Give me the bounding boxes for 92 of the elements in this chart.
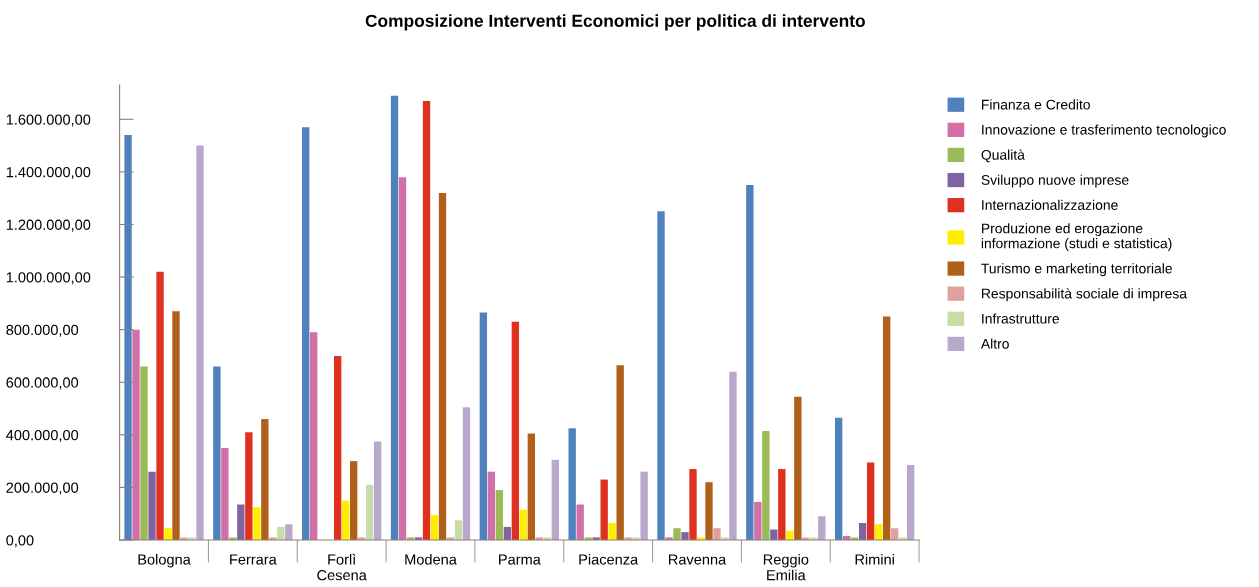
bar	[373, 441, 382, 541]
bar	[600, 479, 608, 541]
bar	[906, 465, 915, 541]
bar	[835, 417, 843, 541]
y-tick-label: 400.000,00	[6, 429, 79, 443]
x-tick-label: Ravenna	[669, 554, 727, 565]
bar	[746, 185, 754, 541]
y-tick-label: 0,00	[6, 535, 34, 548]
bar	[713, 528, 721, 541]
bar	[196, 145, 204, 541]
bar	[527, 433, 536, 541]
bar	[551, 459, 559, 541]
bar	[390, 95, 399, 541]
bar	[681, 532, 689, 541]
bar	[253, 507, 261, 541]
bar	[430, 515, 439, 541]
bar	[519, 509, 528, 541]
legend-label: Qualità	[981, 149, 1025, 163]
bar	[132, 329, 140, 541]
bar	[148, 471, 156, 541]
bar	[705, 482, 713, 541]
bar	[245, 432, 253, 541]
y-tick-label: 800.000,00	[6, 324, 79, 337]
x-tick-label: Forlì Cesena	[317, 553, 367, 581]
bar	[786, 530, 794, 541]
x-tick-label: Reggio Emilia	[763, 553, 809, 581]
bar	[365, 484, 374, 541]
legend-label: Sviluppo nuove imprese	[981, 174, 1129, 188]
y-tick-label: 1.200.000,00	[6, 219, 91, 232]
bar	[342, 500, 350, 541]
bar	[794, 396, 802, 541]
y-tick-label: 1.600.000,00	[6, 114, 91, 127]
x-tick-label: Rimini	[855, 553, 894, 565]
bar	[398, 177, 407, 541]
x-tick-label: Ferrara	[230, 554, 277, 565]
legend-label: Responsabilità sociale di impresa	[982, 288, 1188, 302]
bar	[213, 366, 221, 541]
legend-label: Turismo e marketing territoriale	[981, 263, 1172, 277]
bar	[285, 524, 293, 541]
bar	[689, 469, 697, 541]
bar	[124, 135, 132, 541]
bar	[729, 371, 737, 541]
y-tick-label: 200.000,00	[6, 482, 79, 495]
y-tick-label: 1.000.000,00	[6, 272, 91, 285]
bar	[479, 312, 488, 541]
bar	[221, 448, 229, 541]
bar	[487, 471, 496, 541]
bar	[576, 504, 584, 541]
bar	[770, 529, 778, 541]
bar	[462, 407, 471, 541]
bar	[495, 490, 504, 541]
bar	[310, 332, 318, 541]
legend-label: Altro	[980, 338, 1009, 349]
legend-label: Internazionalizzazione	[982, 199, 1118, 210]
bar	[754, 501, 762, 541]
bar	[818, 516, 826, 541]
x-tick-label: Piacenza	[579, 553, 639, 565]
bar	[349, 461, 358, 541]
bar	[140, 366, 148, 541]
legend-label: Innovazione e trasferimento tecnologico	[982, 124, 1226, 138]
bar	[156, 271, 164, 541]
legend-label: Produzione ed erogazione informazione (studi e statistica)	[981, 223, 1172, 252]
bar	[882, 316, 891, 541]
bar	[172, 311, 180, 541]
bar	[657, 211, 665, 541]
bar	[334, 355, 342, 541]
bar	[866, 462, 875, 541]
bar	[762, 430, 770, 541]
y-tick-label: 600.000,00	[6, 377, 79, 390]
bar	[237, 504, 245, 541]
bar	[422, 100, 431, 541]
bar	[302, 127, 310, 541]
bar	[568, 428, 576, 541]
x-tick-label: Parma	[499, 554, 541, 565]
bar	[874, 524, 883, 541]
x-tick-label: Bologna	[138, 553, 191, 568]
chart-title: Composizione Interventi Economici per politica di intervento	[365, 14, 865, 31]
bar	[616, 365, 624, 541]
x-tick-label: Modena	[405, 553, 457, 565]
bar	[778, 469, 786, 541]
bar	[277, 526, 285, 541]
bar	[608, 522, 616, 541]
bar	[640, 471, 648, 541]
bar	[164, 528, 172, 541]
bar	[511, 321, 520, 541]
legend-label: Finanza e Credito	[982, 99, 1090, 110]
bar	[438, 192, 447, 541]
bar	[673, 528, 681, 541]
legend-label: Infrastrutture	[982, 313, 1060, 324]
y-tick-label: 1.400.000,00	[6, 166, 91, 180]
bar	[261, 419, 269, 541]
bar	[454, 520, 463, 541]
